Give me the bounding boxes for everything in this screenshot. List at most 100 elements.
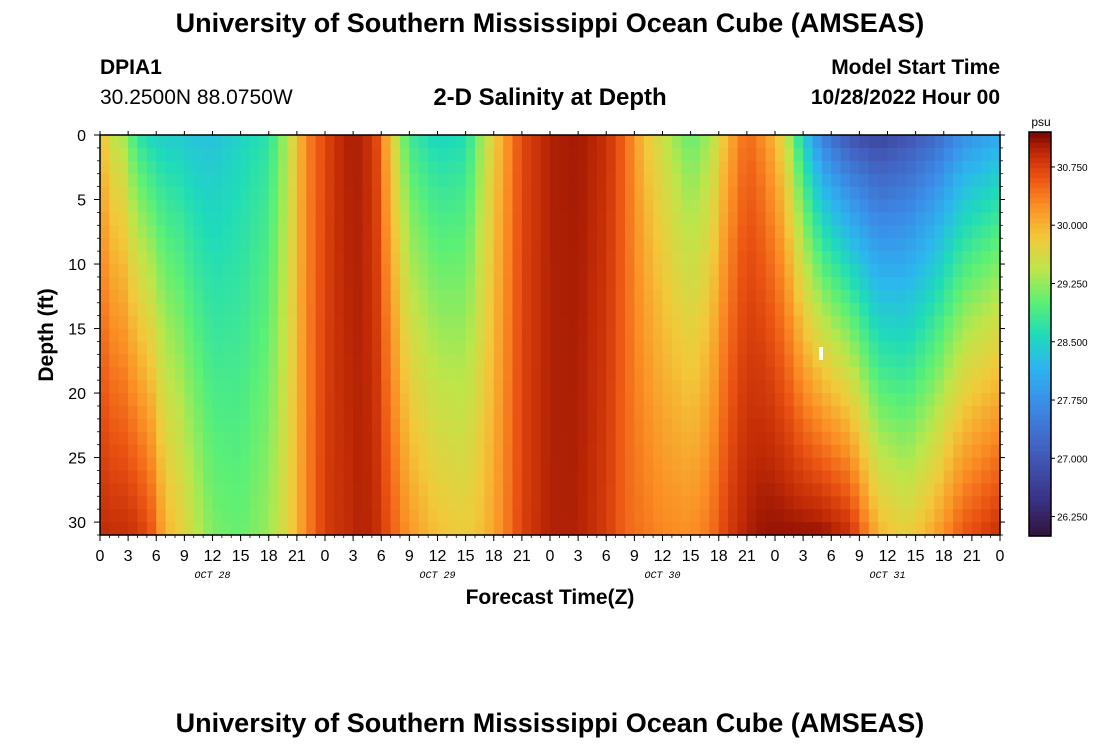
heatmap-cell — [306, 315, 317, 330]
heatmap-cell — [643, 509, 654, 523]
heatmap-cell — [953, 405, 964, 420]
heatmap-cell — [775, 509, 785, 523]
heatmap-cell — [962, 315, 973, 330]
heatmap-cell — [250, 405, 260, 420]
heatmap-cell — [728, 354, 739, 368]
heatmap-cell — [821, 509, 832, 523]
heatmap-cell — [371, 251, 382, 265]
heatmap-cell — [662, 341, 673, 355]
heatmap-cell — [559, 509, 570, 523]
heatmap-cell — [634, 444, 645, 459]
heatmap-cell — [859, 341, 870, 355]
heatmap-cell — [203, 509, 214, 523]
heatmap-cell — [137, 302, 148, 317]
heatmap-cell — [765, 509, 776, 523]
heatmap-cell — [690, 418, 701, 433]
heatmap-cell — [446, 225, 457, 239]
day-label: OCT 29 — [419, 571, 455, 582]
heatmap-cell — [334, 135, 345, 149]
heatmap-cell — [390, 393, 401, 407]
x-tick-label: 18 — [485, 548, 503, 565]
heatmap-cell — [493, 251, 504, 265]
heatmap-cell — [231, 251, 242, 265]
heatmap-cell — [212, 444, 223, 459]
heatmap-cell — [784, 160, 795, 175]
heatmap-cell — [803, 225, 814, 239]
heatmap-cell — [278, 225, 289, 239]
heatmap-cell — [287, 418, 298, 433]
heatmap-cell — [606, 393, 617, 407]
heatmap-cell — [503, 444, 514, 459]
heatmap-cell — [409, 444, 420, 459]
heatmap-cell — [390, 431, 401, 446]
heatmap-cell — [887, 302, 898, 317]
heatmap-cell — [559, 238, 570, 252]
heatmap-cell — [381, 147, 392, 162]
heatmap-cell — [784, 354, 795, 368]
heatmap-cell — [990, 418, 1001, 433]
heatmap-cell — [100, 173, 110, 188]
heatmap-cell — [850, 380, 860, 394]
heatmap-cell — [775, 328, 785, 343]
heatmap-cell — [878, 147, 889, 162]
heatmap-cell — [296, 251, 307, 265]
heatmap-cell — [437, 147, 448, 162]
heatmap-cell — [128, 431, 139, 446]
colorbar-tick-label: 26.250 — [1057, 513, 1088, 524]
heatmap-cell — [896, 509, 907, 523]
heatmap-cell — [831, 251, 842, 265]
heatmap-cell — [475, 238, 485, 252]
heatmap-cell — [559, 212, 570, 226]
heatmap-cell — [578, 457, 589, 472]
heatmap-cell — [737, 431, 748, 446]
heatmap-cell — [690, 405, 701, 420]
heatmap-cell — [325, 367, 335, 381]
heatmap-cell — [100, 225, 110, 239]
heatmap-cell — [221, 470, 232, 484]
colorbar-segment — [1029, 323, 1051, 330]
heatmap-cell — [625, 276, 635, 291]
heatmap-cell — [156, 264, 167, 278]
heatmap-cell — [456, 186, 467, 201]
heatmap-cell — [100, 186, 110, 201]
heatmap-cell — [662, 264, 673, 278]
heatmap-cell — [625, 147, 635, 162]
heatmap-cell — [428, 315, 439, 330]
heatmap-cell — [175, 496, 185, 510]
heatmap-cell — [859, 225, 870, 239]
heatmap-cell — [465, 225, 476, 239]
heatmap-cell — [428, 289, 439, 304]
heatmap-cell — [643, 264, 654, 278]
y-tick-label: 5 — [77, 193, 86, 210]
heatmap-cell — [728, 380, 739, 394]
heatmap-cell — [953, 483, 964, 497]
heatmap-cell — [681, 147, 692, 162]
heatmap-cell — [953, 341, 964, 355]
heatmap-cell — [521, 457, 532, 472]
heatmap-cell — [156, 483, 167, 497]
heatmap-cell — [371, 354, 382, 368]
heatmap-cell — [878, 135, 889, 149]
heatmap-cell — [718, 522, 729, 536]
heatmap-cell — [203, 418, 214, 433]
heatmap-cell — [465, 457, 476, 472]
heatmap-cell — [662, 483, 673, 497]
heatmap-cell — [137, 225, 148, 239]
heatmap-cell — [353, 328, 364, 343]
heatmap-cell — [165, 289, 176, 304]
heatmap-cell — [278, 173, 289, 188]
heatmap-cell — [109, 212, 120, 226]
heatmap-cell — [821, 444, 832, 459]
heatmap-cell — [475, 186, 485, 201]
heatmap-cell — [765, 483, 776, 497]
heatmap-cell — [700, 147, 710, 162]
heatmap-cell — [268, 238, 279, 252]
heatmap-cell — [175, 147, 185, 162]
heatmap-cell — [184, 483, 195, 497]
heatmap-cell — [981, 173, 992, 188]
heatmap-cell — [400, 212, 410, 226]
heatmap-cell — [784, 418, 795, 433]
heatmap-cell — [559, 354, 570, 368]
heatmap-cell — [203, 276, 214, 291]
heatmap-cell — [878, 341, 889, 355]
